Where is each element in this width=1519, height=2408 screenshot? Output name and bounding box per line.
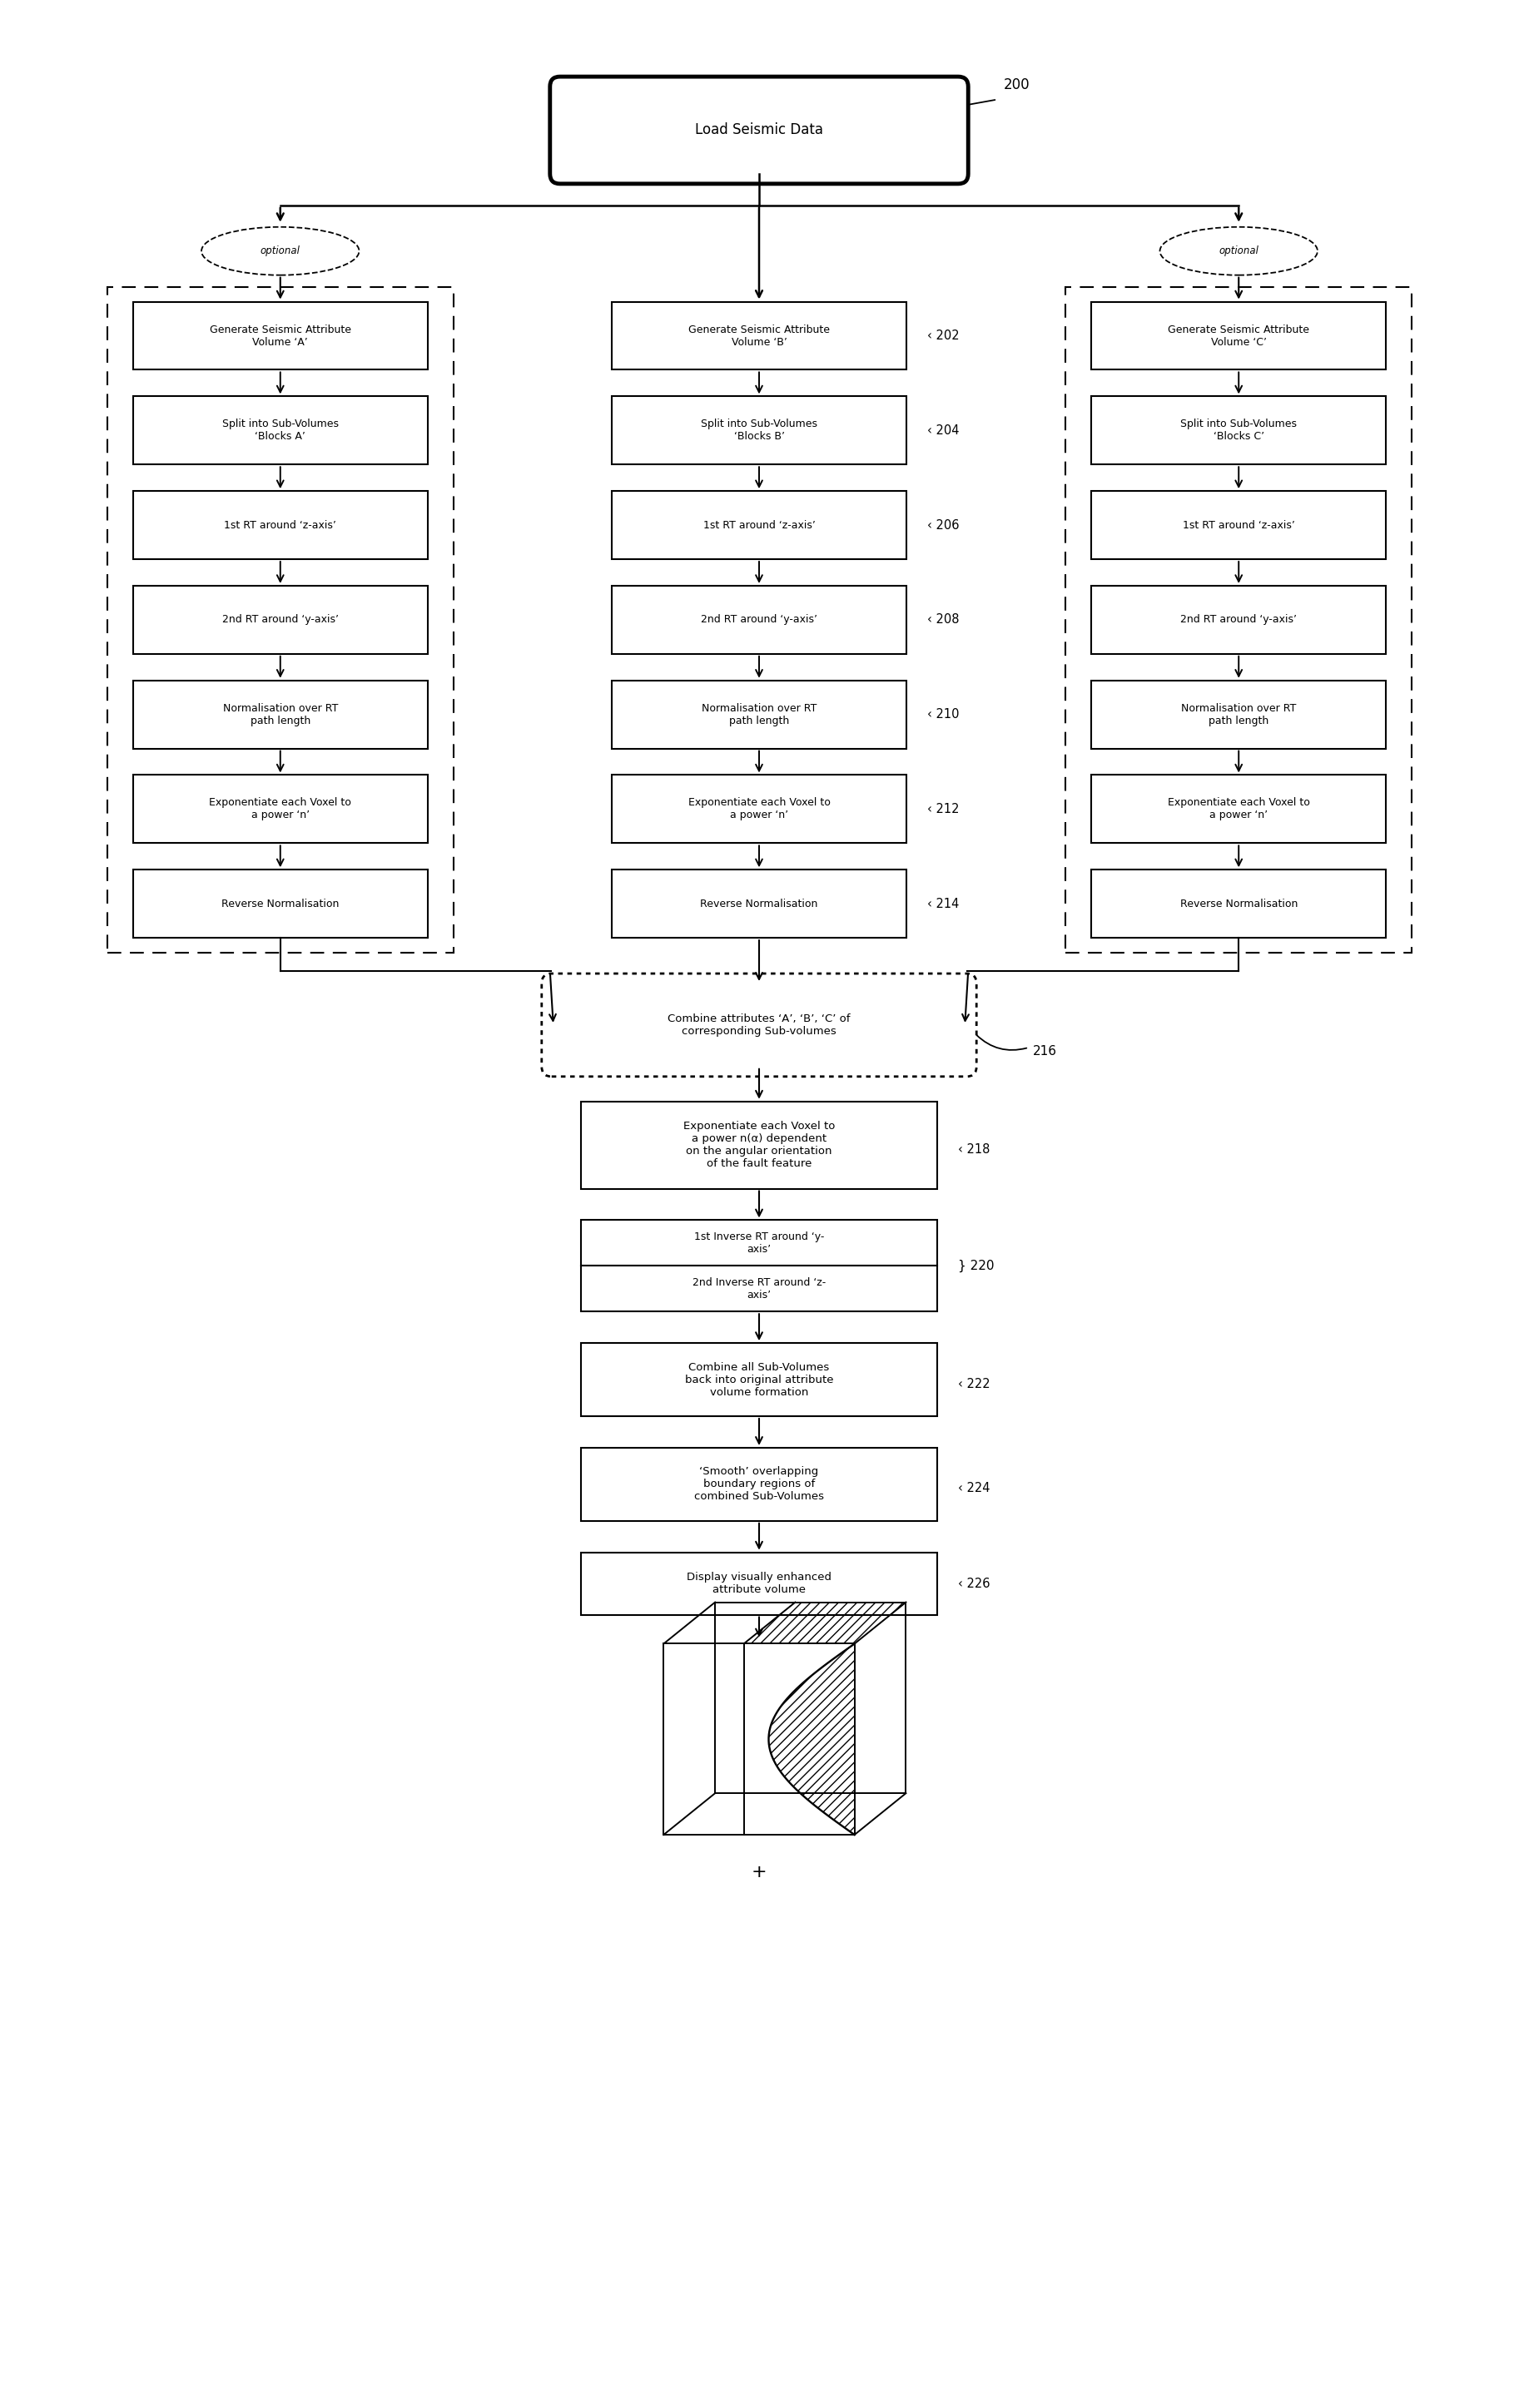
Text: 1st RT around ‘z-axis’: 1st RT around ‘z-axis’ [703,520,816,530]
Text: Generate Seismic Attribute
Volume ‘A’: Generate Seismic Attribute Volume ‘A’ [210,325,351,347]
Text: +: + [752,1864,767,1881]
Text: ‘Smooth’ overlapping
boundary regions of
combined Sub-Volumes: ‘Smooth’ overlapping boundary regions of… [694,1466,823,1503]
Text: 1st RT around ‘z-axis’: 1st RT around ‘z-axis’ [1183,520,1294,530]
Text: Combine attributes ‘A’, ‘B’, ‘C’ of
corresponding Sub-volumes: Combine attributes ‘A’, ‘B’, ‘C’ of corr… [668,1014,851,1038]
Text: ‹ 204: ‹ 204 [927,424,958,436]
Text: Split into Sub-Volumes
‘Blocks C’: Split into Sub-Volumes ‘Blocks C’ [1180,419,1297,443]
Text: Generate Seismic Attribute
Volume ‘B’: Generate Seismic Attribute Volume ‘B’ [688,325,829,347]
Bar [134,585,427,655]
Text: ‹ 202: ‹ 202 [927,330,960,342]
Bar [134,397,427,465]
Bar [1092,585,1385,655]
Bar [612,681,907,749]
Bar [580,1100,937,1190]
Text: Split into Sub-Volumes
‘Blocks A’: Split into Sub-Volumes ‘Blocks A’ [222,419,339,443]
Text: Reverse Normalisation: Reverse Normalisation [222,898,339,910]
Bar [134,869,427,937]
Text: Reverse Normalisation: Reverse Normalisation [700,898,817,910]
Text: } 220: } 220 [958,1259,995,1271]
Text: 2nd RT around ‘y-axis’: 2nd RT around ‘y-axis’ [222,614,339,626]
Text: Display visually enhanced
attribute volume: Display visually enhanced attribute volu… [687,1572,831,1594]
Bar [134,491,427,559]
Bar [1066,287,1411,954]
Text: ‹ 210: ‹ 210 [927,708,958,720]
Text: 200: 200 [1004,77,1030,92]
Text: Generate Seismic Attribute
Volume ‘C’: Generate Seismic Attribute Volume ‘C’ [1168,325,1309,347]
Bar [1092,397,1385,465]
Text: ‹ 214: ‹ 214 [927,898,958,910]
Bar [580,1553,937,1616]
FancyBboxPatch shape [542,973,977,1076]
Text: 2nd RT around ‘y-axis’: 2nd RT around ‘y-axis’ [700,614,817,626]
Text: optional: optional [260,246,301,255]
Bar [1092,775,1385,843]
Bar [580,1267,937,1312]
Bar [612,397,907,465]
Text: Normalisation over RT
path length: Normalisation over RT path length [1182,703,1296,727]
Text: ‹ 226: ‹ 226 [958,1577,990,1589]
Bar [612,775,907,843]
Text: Exponentiate each Voxel to
a power ‘n’: Exponentiate each Voxel to a power ‘n’ [210,797,351,821]
Text: optional: optional [1218,246,1259,255]
Text: Split into Sub-Volumes
‘Blocks B’: Split into Sub-Volumes ‘Blocks B’ [700,419,817,443]
Bar [580,1447,937,1522]
Text: 1st RT around ‘z-axis’: 1st RT around ‘z-axis’ [225,520,336,530]
Text: ‹ 224: ‹ 224 [958,1483,990,1495]
Text: Combine all Sub-Volumes
back into original attribute
volume formation: Combine all Sub-Volumes back into origin… [685,1363,834,1397]
Bar [612,869,907,937]
Bar [580,1221,937,1267]
Text: ‹ 212: ‹ 212 [927,802,958,816]
Bar [134,681,427,749]
Bar [1092,681,1385,749]
Text: ‹ 222: ‹ 222 [958,1377,990,1389]
FancyBboxPatch shape [550,77,968,183]
Text: 1st Inverse RT around ‘y-
axis’: 1st Inverse RT around ‘y- axis’ [694,1230,825,1255]
Text: Normalisation over RT
path length: Normalisation over RT path length [702,703,817,727]
Bar [134,301,427,371]
Text: Reverse Normalisation: Reverse Normalisation [1180,898,1297,910]
Bar [612,301,907,371]
Text: ‹ 218: ‹ 218 [958,1144,990,1156]
Ellipse shape [1161,226,1317,275]
Text: ‹ 208: ‹ 208 [927,614,958,626]
Text: 216: 216 [1033,1045,1057,1057]
Bar [134,775,427,843]
Text: Normalisation over RT
path length: Normalisation over RT path length [223,703,337,727]
Text: 2nd Inverse RT around ‘z-
axis’: 2nd Inverse RT around ‘z- axis’ [693,1276,826,1300]
Bar [1092,869,1385,937]
Bar [612,491,907,559]
Text: Exponentiate each Voxel to
a power ‘n’: Exponentiate each Voxel to a power ‘n’ [1168,797,1309,821]
Bar [1092,491,1385,559]
Text: 2nd RT around ‘y-axis’: 2nd RT around ‘y-axis’ [1180,614,1297,626]
Text: Exponentiate each Voxel to
a power n(α) dependent
on the angular orientation
of : Exponentiate each Voxel to a power n(α) … [684,1120,835,1170]
Bar [108,287,453,954]
Bar [580,1344,937,1416]
Text: Exponentiate each Voxel to
a power ‘n’: Exponentiate each Voxel to a power ‘n’ [688,797,831,821]
Ellipse shape [202,226,358,275]
Bar [612,585,907,655]
Bar [1092,301,1385,371]
Text: Load Seismic Data: Load Seismic Data [696,123,823,137]
Text: ‹ 206: ‹ 206 [927,518,958,532]
